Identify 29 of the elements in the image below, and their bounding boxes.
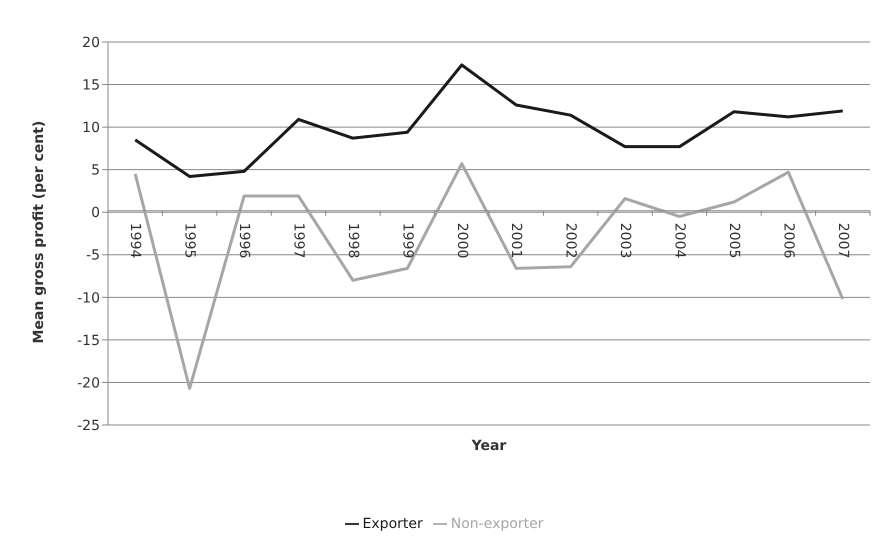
x-tick-label: 2005: [726, 222, 742, 258]
x-tick-label: 2004: [672, 222, 688, 258]
y-tick-label: -20: [77, 375, 100, 392]
y-tick-label: -10: [77, 290, 100, 306]
legend-label: Exporter: [362, 516, 423, 532]
y-axis-title: Mean gross profit (per cent): [30, 120, 47, 344]
x-tick-label: 2002: [562, 222, 579, 258]
y-tick-label: 20: [82, 34, 100, 51]
x-tick-label: 2001: [508, 222, 524, 258]
x-tick-label: 1998: [344, 222, 361, 258]
line-series: [134, 63, 844, 178]
x-axis-title: Year: [470, 438, 506, 454]
y-tick-label: -5: [86, 248, 100, 264]
y-tick-label: 15: [82, 78, 100, 94]
x-tick-label: 2003: [617, 222, 634, 258]
x-tick-label: 1995: [182, 222, 198, 258]
y-tick-label: -25: [77, 418, 100, 434]
x-tick-label: 1996: [236, 222, 252, 258]
y-tick-label: 10: [82, 120, 100, 136]
x-tick-label: 2007: [834, 222, 851, 258]
x-tick-label: 2000: [454, 222, 470, 258]
x-tick-label: 2006: [780, 222, 796, 258]
x-tick-label: 1997: [290, 222, 306, 258]
legend-label: Non-exporter: [450, 516, 544, 532]
x-tick-label: 1999: [399, 222, 416, 258]
y-tick-label: 5: [91, 162, 100, 179]
x-tick-label: 1994: [127, 222, 144, 258]
y-tick-label: 0: [91, 205, 100, 222]
y-tick-label: -15: [77, 332, 100, 349]
